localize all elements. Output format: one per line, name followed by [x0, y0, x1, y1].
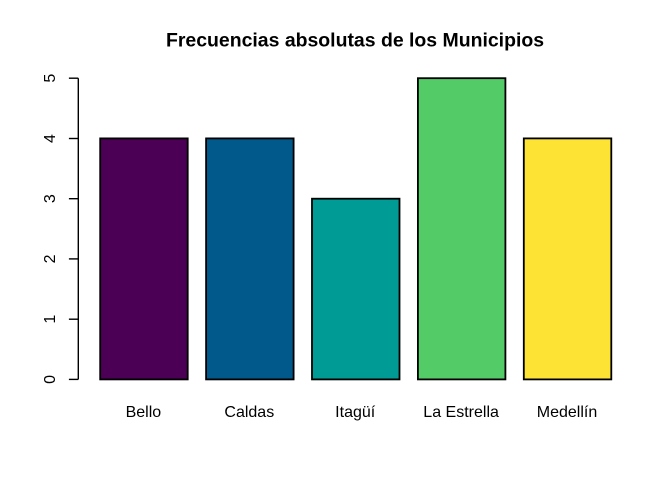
svg-text:4: 4	[42, 134, 59, 143]
svg-text:Medellín: Medellín	[537, 404, 597, 421]
svg-text:0: 0	[42, 375, 59, 384]
svg-text:Itagüí: Itagüí	[335, 404, 376, 421]
svg-text:Caldas: Caldas	[224, 404, 274, 421]
svg-text:3: 3	[42, 194, 59, 203]
svg-text:1: 1	[42, 315, 59, 324]
svg-text:Bello: Bello	[126, 404, 162, 421]
svg-text:2: 2	[42, 254, 59, 263]
svg-text:5: 5	[42, 74, 59, 83]
svg-text:Frecuencias absolutas de los M: Frecuencias absolutas de los Municipios	[166, 29, 544, 51]
svg-text:La Estrella: La Estrella	[423, 404, 499, 421]
